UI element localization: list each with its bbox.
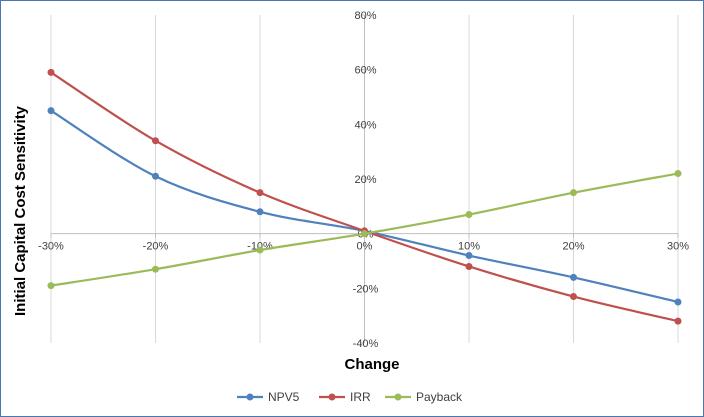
data-point-payback-4 [465,211,473,219]
data-point-payback-5 [570,189,577,197]
x-tick-label: 0% [357,241,373,253]
x-tick-labels: -30%-20%-10%0%10%20%30% [38,241,689,253]
y-tick-labels: 80% 60% 40% 20% 0% -20% -40% [353,10,379,350]
y-axis-title: Initial Capital Cost Sensitivity [12,105,29,316]
legend-marker-npv5 [246,393,254,401]
x-tick-label: 30% [667,241,689,253]
data-point-payback-3 [361,230,368,238]
x-tick-label: -30% [38,241,64,253]
legend: NPV5 IRR Payback [237,390,463,404]
data-point-npv5-0 [47,107,55,115]
legend-label-payback: Payback [416,390,463,404]
legend-label-npv5: NPV5 [268,390,300,404]
data-point-irr-1 [152,137,159,145]
series-points [47,68,682,325]
y-tick-label: -40% [353,338,379,350]
legend-label-irr: IRR [350,390,371,404]
data-point-npv5-1 [152,172,159,180]
data-point-irr-5 [570,293,577,301]
data-point-payback-0 [47,282,55,290]
data-point-payback-6 [674,170,682,178]
x-tick-label: -20% [143,241,169,253]
data-point-irr-2 [256,189,264,197]
y-tick-label: 20% [354,174,376,186]
data-point-npv5-2 [256,208,264,216]
x-axis-title: Change [344,356,399,373]
data-point-npv5-4 [465,252,473,260]
y-tick-label: -20% [353,283,379,295]
data-point-payback-1 [152,265,159,273]
x-tick-label: 10% [458,241,480,253]
x-tick-label: 20% [562,241,584,253]
data-point-irr-0 [47,68,55,76]
data-point-npv5-5 [570,273,577,281]
data-point-payback-2 [256,246,264,254]
legend-marker-irr [328,393,336,401]
legend-marker-payback [394,393,402,401]
y-tick-label: 40% [354,119,376,131]
y-tick-label: 80% [354,10,376,22]
data-point-npv5-6 [674,298,682,306]
y-tick-label: 60% [354,65,376,77]
data-point-irr-4 [465,262,473,270]
data-point-irr-6 [674,317,682,325]
